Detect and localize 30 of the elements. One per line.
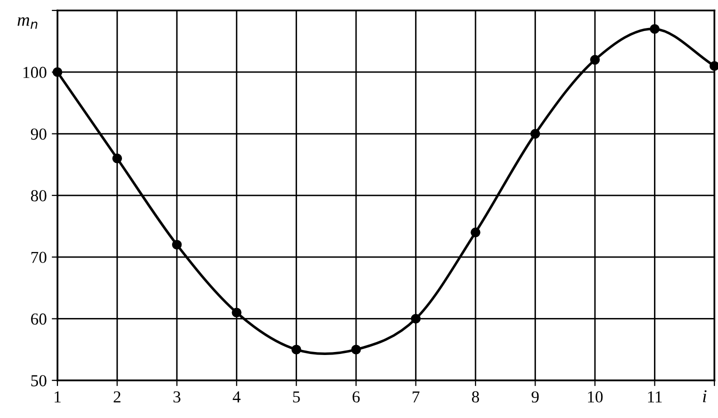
y-tick-label: 90 <box>30 128 46 140</box>
x-tick-label: 2 <box>114 391 120 402</box>
y-tick-label: 70 <box>31 252 46 264</box>
point <box>112 154 122 164</box>
y-tick-label: 50 <box>31 375 46 386</box>
x-axis-title: i <box>703 390 707 402</box>
x-tick-label: 4 <box>232 391 241 402</box>
point <box>710 61 718 71</box>
point <box>410 314 421 324</box>
x-tick-label: 1 <box>54 391 61 402</box>
y-tick-label: 80 <box>30 190 46 202</box>
point <box>291 344 302 354</box>
point <box>172 240 182 250</box>
x-tick-label: 6 <box>352 391 360 403</box>
y-tick-label: 60 <box>31 313 46 325</box>
point <box>590 54 600 65</box>
y-tick-label: 100 <box>23 66 46 78</box>
x-tick-label: 9 <box>532 391 539 403</box>
point <box>232 308 242 318</box>
point <box>351 344 361 354</box>
y-axis-title: m$_{n}$ <box>18 17 38 29</box>
x-tick-label: 11 <box>648 391 662 402</box>
point <box>530 128 540 139</box>
x-tick-label: 8 <box>472 391 480 403</box>
x-tick-label: 10 <box>588 391 603 403</box>
x-tick-label: 3 <box>174 391 180 403</box>
point <box>650 24 660 34</box>
x-tick-label: 5 <box>293 391 300 403</box>
point <box>470 228 480 238</box>
x-tick-label: 7 <box>412 391 420 402</box>
